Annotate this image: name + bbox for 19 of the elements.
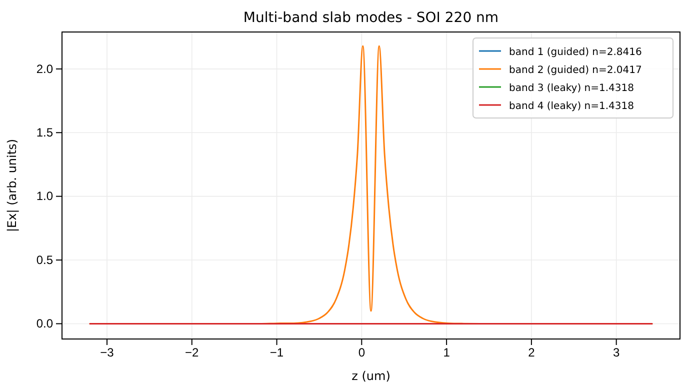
legend-label: band 2 (guided) n=2.0417: [509, 65, 642, 76]
y-tick-label: 2.0: [36, 62, 54, 76]
x-tick-label: −2: [185, 346, 200, 360]
x-tick-label: 1: [443, 346, 450, 360]
y-tick-label: 1.5: [36, 125, 54, 140]
legend-label: band 3 (leaky) n=1.4318: [509, 83, 634, 94]
y-tick-label: 0.0: [36, 316, 54, 331]
x-axis-title: z (um): [352, 369, 390, 383]
x-tick-label: −3: [100, 346, 114, 360]
y-tick-label: 0.5: [36, 252, 54, 267]
y-tick-label: 1.0: [36, 189, 54, 204]
x-tick-label: 2: [528, 346, 536, 360]
legend-label: band 1 (guided) n=2.8416: [509, 47, 642, 58]
legend-label: band 4 (leaky) n=1.4318: [509, 101, 634, 112]
y-axis-title: |Ex| (arb. units): [5, 139, 19, 232]
chart-title: Multi-band slab modes - SOI 220 nm: [243, 10, 499, 26]
x-tick-label: −1: [270, 346, 284, 360]
x-tick-label: 0: [358, 346, 366, 360]
x-tick-label: 3: [612, 346, 620, 360]
